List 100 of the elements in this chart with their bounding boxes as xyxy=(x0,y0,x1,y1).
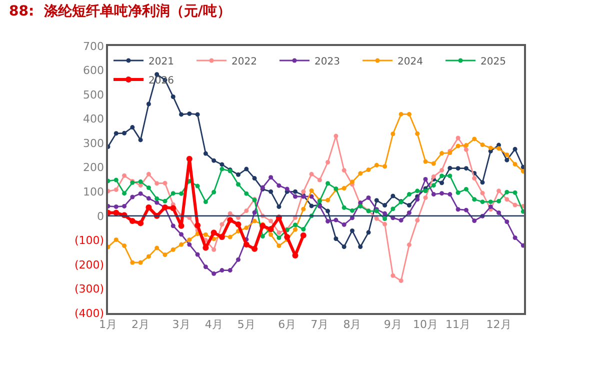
point xyxy=(390,132,396,136)
point xyxy=(203,264,208,270)
point xyxy=(464,147,468,152)
point xyxy=(138,220,144,226)
point xyxy=(252,218,257,224)
point xyxy=(423,188,428,194)
point xyxy=(390,206,396,212)
legend-label: 2022 xyxy=(232,56,257,68)
point xyxy=(179,242,184,247)
point xyxy=(268,189,274,194)
point xyxy=(326,208,330,214)
point xyxy=(366,230,371,235)
point xyxy=(504,190,510,194)
point xyxy=(415,131,420,136)
point xyxy=(480,200,485,204)
point xyxy=(276,230,282,235)
point xyxy=(170,94,176,99)
point xyxy=(138,260,143,265)
point xyxy=(382,216,388,222)
point xyxy=(194,222,201,228)
point xyxy=(464,208,468,212)
point xyxy=(440,151,444,156)
point xyxy=(301,227,306,232)
point xyxy=(440,174,444,178)
point xyxy=(146,196,151,201)
point xyxy=(496,198,502,204)
point xyxy=(292,222,298,228)
point xyxy=(496,210,502,215)
point xyxy=(268,218,274,224)
x-tick-label: 4月 xyxy=(204,318,223,331)
y-tick-label: (100) xyxy=(74,234,104,248)
point xyxy=(520,209,524,214)
point xyxy=(130,194,135,200)
point xyxy=(350,228,354,233)
point xyxy=(520,243,524,248)
point xyxy=(415,188,420,194)
x-tick-label: 8月 xyxy=(343,318,362,331)
y-tick-label: 400 xyxy=(83,112,104,126)
point xyxy=(440,191,444,196)
point xyxy=(186,156,192,162)
point xyxy=(456,190,460,195)
point xyxy=(203,151,208,156)
point xyxy=(342,186,346,190)
point xyxy=(504,219,510,224)
point xyxy=(292,194,298,199)
point xyxy=(504,158,510,162)
line-series xyxy=(108,112,524,265)
point xyxy=(146,172,151,176)
point xyxy=(342,222,346,227)
point xyxy=(334,218,338,222)
point xyxy=(212,158,216,163)
point xyxy=(260,234,265,239)
point xyxy=(456,144,460,148)
point xyxy=(138,191,143,196)
point xyxy=(512,236,518,240)
point xyxy=(114,178,118,182)
point xyxy=(122,173,127,178)
point xyxy=(406,202,412,208)
y-tick-label: 700 xyxy=(83,40,104,53)
point xyxy=(358,244,363,249)
point xyxy=(146,102,151,106)
point xyxy=(448,166,452,170)
legend-label: 2021 xyxy=(148,56,174,68)
point xyxy=(228,234,232,240)
point xyxy=(244,166,249,172)
point xyxy=(228,268,232,273)
point xyxy=(464,166,468,171)
point xyxy=(406,210,412,215)
point xyxy=(423,195,428,200)
point xyxy=(398,278,404,283)
point xyxy=(358,171,363,176)
x-tick-label: 1月 xyxy=(99,318,117,331)
point xyxy=(317,178,322,182)
point xyxy=(366,168,371,172)
point xyxy=(512,202,518,208)
point xyxy=(235,221,242,228)
chart-title: 88: 涤纶短纤单吨净利润（元/吨） xyxy=(8,2,231,20)
x-tick-label: 11月 xyxy=(446,318,471,331)
point xyxy=(448,174,452,178)
point xyxy=(334,134,338,138)
point xyxy=(504,197,510,202)
point xyxy=(228,211,232,216)
point xyxy=(374,198,379,203)
point xyxy=(326,219,330,224)
point xyxy=(252,210,257,215)
point xyxy=(496,188,502,194)
x-tick-label: 2月 xyxy=(132,318,150,331)
point xyxy=(227,217,234,224)
point xyxy=(456,166,460,171)
y-tick-label: 100 xyxy=(83,185,104,198)
point xyxy=(382,202,388,208)
point xyxy=(154,246,160,250)
point xyxy=(244,208,249,214)
point xyxy=(243,242,250,248)
x-tick-label: 5月 xyxy=(237,318,256,331)
point xyxy=(220,222,224,227)
point xyxy=(309,172,314,176)
point xyxy=(342,205,346,210)
legend-label: 2025 xyxy=(480,56,506,68)
point xyxy=(456,136,460,140)
